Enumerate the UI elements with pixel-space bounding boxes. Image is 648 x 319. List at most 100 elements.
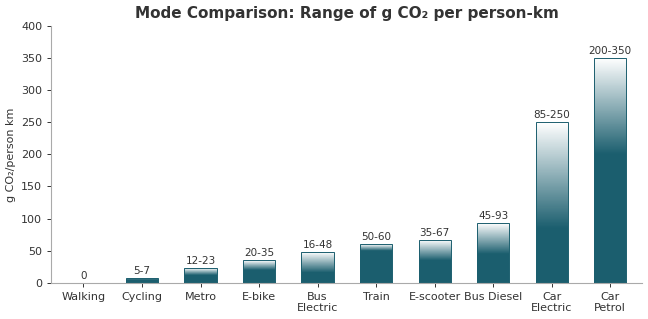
Bar xyxy=(594,84,627,85)
Bar xyxy=(243,270,275,283)
Bar xyxy=(536,155,568,156)
Bar xyxy=(594,98,627,99)
Bar xyxy=(594,92,627,93)
Bar xyxy=(536,204,568,205)
Bar xyxy=(536,182,568,183)
Bar xyxy=(536,212,568,213)
Bar xyxy=(536,143,568,144)
Bar xyxy=(594,108,627,109)
Bar xyxy=(594,117,627,118)
Bar xyxy=(536,148,568,149)
Bar xyxy=(594,143,627,144)
Bar xyxy=(536,124,568,125)
Bar xyxy=(594,79,627,80)
Bar xyxy=(536,136,568,137)
Bar xyxy=(536,172,568,173)
Bar xyxy=(185,268,216,283)
Bar xyxy=(594,146,627,147)
Bar xyxy=(536,174,568,175)
Bar xyxy=(536,159,568,160)
Bar xyxy=(536,226,568,227)
Bar xyxy=(594,100,627,101)
Bar xyxy=(536,223,568,224)
Bar xyxy=(536,156,568,157)
Bar xyxy=(594,69,627,70)
Bar xyxy=(536,219,568,220)
Bar xyxy=(536,141,568,142)
Bar xyxy=(536,203,568,204)
Bar xyxy=(536,183,568,184)
Bar xyxy=(536,202,568,203)
Bar xyxy=(594,128,627,129)
Bar xyxy=(536,171,568,172)
Bar xyxy=(536,213,568,214)
Bar xyxy=(594,109,627,110)
Bar xyxy=(301,252,334,283)
Bar xyxy=(536,147,568,148)
Bar xyxy=(594,114,627,115)
Bar xyxy=(536,177,568,178)
Y-axis label: g CO₂/person km: g CO₂/person km xyxy=(6,107,16,202)
Bar xyxy=(536,167,568,168)
Bar xyxy=(536,207,568,208)
Bar xyxy=(594,147,627,148)
Bar xyxy=(536,158,568,159)
Bar xyxy=(594,102,627,103)
Bar xyxy=(536,214,568,215)
Bar xyxy=(594,95,627,96)
Bar xyxy=(536,215,568,216)
Bar xyxy=(536,160,568,161)
Bar xyxy=(536,175,568,176)
Text: 20-35: 20-35 xyxy=(244,249,274,258)
Bar xyxy=(594,124,627,125)
Bar xyxy=(594,91,627,92)
Bar xyxy=(536,192,568,193)
Bar xyxy=(536,122,568,123)
Bar xyxy=(594,119,627,120)
Bar xyxy=(536,206,568,207)
Bar xyxy=(536,144,568,145)
Bar xyxy=(536,195,568,196)
Bar xyxy=(243,260,275,283)
Bar xyxy=(536,196,568,197)
Bar xyxy=(594,142,627,143)
Bar xyxy=(536,179,568,180)
Bar xyxy=(536,190,568,191)
Bar xyxy=(536,154,568,155)
Bar xyxy=(594,116,627,117)
Bar xyxy=(536,169,568,170)
Bar xyxy=(536,210,568,211)
Bar xyxy=(594,113,627,114)
Bar xyxy=(594,78,627,79)
Bar xyxy=(594,110,627,111)
Bar xyxy=(594,125,627,126)
Bar xyxy=(536,130,568,131)
Bar xyxy=(536,150,568,151)
Bar xyxy=(419,260,451,283)
Bar xyxy=(594,137,627,138)
Bar xyxy=(536,228,568,283)
Bar xyxy=(536,222,568,223)
Bar xyxy=(594,129,627,130)
Bar xyxy=(536,133,568,134)
Bar xyxy=(360,244,392,283)
Bar xyxy=(594,93,627,94)
Bar xyxy=(536,165,568,166)
Bar xyxy=(419,240,451,283)
Bar xyxy=(536,209,568,210)
Bar xyxy=(536,185,568,186)
Bar xyxy=(536,181,568,182)
Bar xyxy=(536,128,568,129)
Bar xyxy=(594,140,627,141)
Bar xyxy=(536,187,568,188)
Bar xyxy=(594,62,627,63)
Bar xyxy=(594,105,627,106)
Bar xyxy=(536,127,568,128)
Text: 12-23: 12-23 xyxy=(185,256,216,266)
Bar xyxy=(594,58,627,283)
Bar xyxy=(594,96,627,97)
Bar xyxy=(594,58,627,59)
Bar xyxy=(536,227,568,228)
Bar xyxy=(594,144,627,145)
Bar xyxy=(536,186,568,187)
